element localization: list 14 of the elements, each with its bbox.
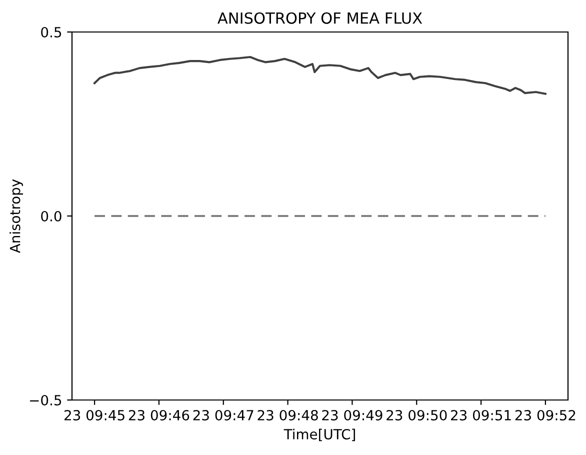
x-tick-label: 23 09:50 — [386, 410, 447, 420]
x-axis-title: Time[UTC] — [284, 428, 355, 442]
x-tick-label: 23 09:52 — [515, 410, 576, 420]
x-tick-label: 23 09:49 — [322, 410, 382, 420]
x-tick-label: 23 09:46 — [128, 410, 190, 420]
x-tick-label: 23 09:45 — [64, 410, 124, 420]
x-tick-label: 23 09:48 — [258, 410, 318, 420]
y-tick-label: 0.0 — [41, 210, 62, 222]
x-tick-label: 23 09:47 — [193, 410, 254, 420]
y-tick-label: −0.5 — [30, 394, 62, 406]
chart-title: ANISOTROPY OF MEA FLUX — [218, 12, 422, 24]
x-tick-label: 23 09:51 — [451, 410, 511, 420]
y-axis-title: Anisotropy — [10, 179, 23, 254]
y-tick-label: 0.5 — [41, 26, 62, 38]
